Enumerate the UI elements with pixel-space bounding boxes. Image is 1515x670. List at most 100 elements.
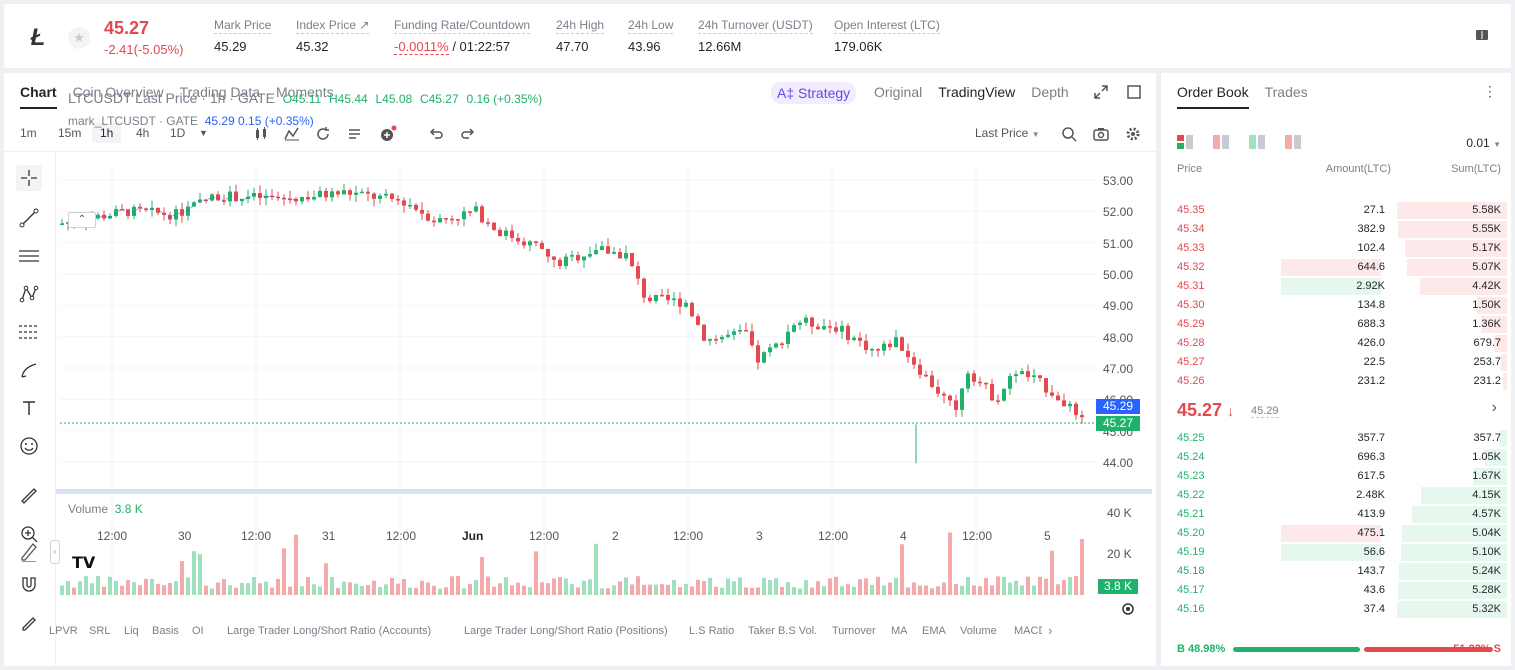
emoji-tool-icon[interactable]	[16, 433, 42, 459]
bid-row[interactable]: 45.21 413.9 4.57K	[1161, 505, 1511, 524]
ask-row[interactable]: 45.33 102.4 5.17K	[1161, 239, 1511, 258]
indicator-lpvr[interactable]: LPVR	[49, 625, 78, 637]
price-type-select[interactable]: Last Price ▼	[975, 126, 1040, 140]
tab-trading-data[interactable]: Trading Data	[179, 84, 261, 100]
tab-trades[interactable]: Trades	[1264, 84, 1308, 100]
window-icon[interactable]	[1127, 85, 1141, 99]
indicator-ema[interactable]: EMA	[922, 625, 946, 637]
search-icon[interactable]	[1060, 125, 1078, 143]
ask-row[interactable]: 45.28 426.0 679.7	[1161, 334, 1511, 353]
indicator-macd[interactable]: MACD	[1014, 625, 1042, 637]
pen-icon[interactable]	[20, 540, 38, 562]
indicator-ltlsr-accounts[interactable]: Large Trader Long/Short Ratio (Accounts)	[227, 625, 432, 637]
volume-bar	[948, 532, 952, 595]
tab-tradingview[interactable]: TradingView	[938, 84, 1016, 100]
indicator-turnover[interactable]: Turnover	[832, 625, 876, 637]
tab-original[interactable]: Original	[874, 84, 923, 100]
add-indicator-icon[interactable]	[379, 125, 397, 143]
fib-tool-icon[interactable]	[16, 319, 42, 345]
row-sum: 4.15K	[1472, 489, 1501, 501]
magnet-tool-icon[interactable]	[16, 571, 42, 597]
indicator-taker-vol[interactable]: Taker B.S Vol.	[748, 625, 818, 637]
more-menu-icon[interactable]: ⋮	[1483, 83, 1497, 99]
zoom-tool-icon[interactable]	[16, 521, 42, 547]
bid-row[interactable]: 45.25 357.7 357.7	[1161, 429, 1511, 448]
text-tool-icon[interactable]	[16, 395, 42, 421]
interval-4h[interactable]: 4h	[136, 126, 150, 140]
ask-row[interactable]: 45.32 644.6 5.07K	[1161, 258, 1511, 277]
interval-1h[interactable]: 1h	[92, 123, 122, 143]
pane-separator[interactable]	[56, 489, 1152, 494]
bid-row[interactable]: 45.18 143.7 5.24K	[1161, 562, 1511, 581]
fullscreen-icon[interactable]	[1094, 85, 1108, 99]
ask-row[interactable]: 45.30 134.8 1.50K	[1161, 296, 1511, 315]
candle-body	[294, 198, 298, 202]
bid-row[interactable]: 45.20 475.1 5.04K	[1161, 524, 1511, 543]
ruler-tool-icon[interactable]	[16, 483, 42, 509]
ask-row[interactable]: 45.31 2.92K 4.42K	[1161, 277, 1511, 296]
interval-1d[interactable]: 1D	[170, 126, 186, 140]
indicator-liq[interactable]: Liq	[124, 625, 139, 637]
camera-icon[interactable]	[1092, 125, 1110, 143]
candlestick-type-icon[interactable]	[252, 125, 270, 143]
volume-bar	[96, 575, 100, 595]
stat-index-price[interactable]: Index Price ↗ 45.32	[296, 18, 370, 54]
scroll-left-icon[interactable]: ‹	[50, 540, 60, 564]
chevron-right-icon[interactable]: ›	[1048, 623, 1053, 638]
redo-icon[interactable]	[459, 125, 477, 143]
list-settings-icon[interactable]	[346, 125, 364, 143]
interval-dropdown-icon[interactable]: ▼	[199, 128, 208, 138]
depth-bar	[1407, 259, 1507, 276]
trend-line-tool-icon[interactable]	[16, 205, 42, 231]
chevron-right-icon[interactable]: ›	[1491, 399, 1497, 416]
book-icon[interactable]	[1475, 28, 1489, 42]
volume-bar	[996, 576, 1000, 595]
bid-row[interactable]: 45.23 617.5 1.67K	[1161, 467, 1511, 486]
lock-drawing-tool-icon[interactable]	[16, 609, 42, 635]
tab-order-book[interactable]: Order Book	[1177, 84, 1249, 109]
strategy-button[interactable]: A‡ Strategy	[771, 82, 857, 104]
vol-tick-20k: 20 K	[1107, 547, 1132, 561]
crosshair-tool-icon[interactable]	[16, 165, 42, 191]
favorite-star-icon[interactable]: ★	[68, 27, 90, 49]
precision-select[interactable]: 0.01 ▼	[1466, 136, 1501, 150]
volume-bar	[1026, 576, 1030, 595]
indicator-ma[interactable]: MA	[891, 625, 908, 637]
horizontal-lines-tool-icon[interactable]	[16, 243, 42, 269]
ask-row[interactable]: 45.27 22.5 253.7	[1161, 353, 1511, 372]
bid-row[interactable]: 45.19 56.6 5.10K	[1161, 543, 1511, 562]
brush-tool-icon[interactable]	[16, 357, 42, 383]
interval-15m[interactable]: 15m	[58, 126, 82, 140]
bid-row[interactable]: 45.17 43.6 5.28K	[1161, 581, 1511, 600]
bid-row[interactable]: 45.16 37.4 5.32K	[1161, 600, 1511, 619]
candle-body	[480, 206, 484, 223]
ask-row[interactable]: 45.26 231.2 231.2	[1161, 372, 1511, 391]
indicator-srl[interactable]: SRL	[89, 625, 111, 637]
volume-bar	[606, 588, 610, 595]
bid-row[interactable]: 45.22 2.48K 4.15K	[1161, 486, 1511, 505]
bid-row[interactable]: 45.24 696.3 1.05K	[1161, 448, 1511, 467]
collapse-legend-icon[interactable]: ⌃	[68, 212, 96, 228]
tab-coin-overview[interactable]: Coin Overview	[72, 84, 164, 100]
indicator-ls-ratio[interactable]: L.S Ratio	[689, 625, 735, 637]
tab-depth[interactable]: Depth	[1031, 84, 1069, 100]
indicator-oi[interactable]: OI	[192, 625, 204, 637]
interval-1m[interactable]: 1m	[20, 126, 37, 140]
tab-chart[interactable]: Chart	[20, 84, 57, 109]
ask-row[interactable]: 45.29 688.3 1.36K	[1161, 315, 1511, 334]
gear-icon[interactable]	[1124, 125, 1142, 143]
book-view-toggles[interactable]	[1177, 134, 1307, 150]
pattern-tool-icon[interactable]	[16, 281, 42, 307]
chart-settings-gear-icon[interactable]	[1121, 602, 1135, 616]
indicators-icon[interactable]	[283, 125, 301, 143]
price-chart[interactable]	[56, 155, 1156, 620]
tab-moments[interactable]: Moments	[276, 84, 334, 100]
ask-row[interactable]: 45.35 27.1 5.58K	[1161, 201, 1511, 220]
indicator-basis[interactable]: Basis	[152, 625, 179, 637]
undo-icon[interactable]	[427, 125, 445, 143]
indicator-volume[interactable]: Volume	[960, 625, 997, 637]
indicator-ltlsr-positions[interactable]: Large Trader Long/Short Ratio (Positions…	[464, 625, 668, 637]
ask-row[interactable]: 45.34 382.9 5.55K	[1161, 220, 1511, 239]
refresh-icon[interactable]	[314, 125, 332, 143]
volume-bar	[672, 579, 676, 595]
